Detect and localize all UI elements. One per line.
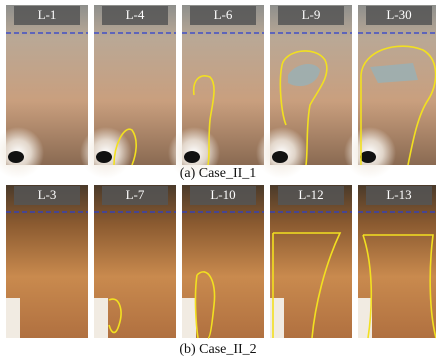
panel-label: L-12: [298, 187, 323, 202]
caption: (a) Case_II_1: [180, 166, 257, 181]
panel-label: L-3: [38, 187, 57, 202]
light-patch: [182, 298, 196, 338]
panel-label: L-7: [126, 187, 145, 202]
photo-panel: L-10: [182, 185, 264, 338]
photo-panel: L-12: [270, 185, 352, 338]
panel-label: L-10: [210, 187, 235, 202]
light-patch: [94, 298, 108, 338]
caption: (b) Case_II_2: [179, 342, 256, 357]
lamp: [96, 151, 112, 163]
photo-panel: L-9: [256, 5, 352, 179]
lamp: [360, 151, 376, 163]
photo-panel: L-4: [80, 5, 176, 179]
panel-label: L-13: [386, 187, 411, 202]
lamp: [184, 151, 200, 163]
panel-label: L-6: [214, 7, 233, 22]
panel-label: L-30: [386, 7, 411, 22]
panel-label: L-1: [38, 7, 57, 22]
lamp: [272, 151, 288, 163]
photo-panel: L-30: [344, 5, 436, 179]
lamp: [8, 151, 24, 163]
photo-panel: L-3: [6, 185, 88, 338]
photo-panel: L-6: [168, 5, 264, 179]
light-patch: [6, 298, 20, 338]
figure: L-1 L-4 L-6 L-9 L-30 (a) Case_II_1 L-3 L-7 L-10 L…: [0, 0, 436, 362]
photo-panel: L-7: [94, 185, 176, 338]
photo-panel: L-1: [0, 5, 88, 179]
panel-label: L-4: [126, 7, 145, 22]
panel-label: L-9: [302, 7, 321, 22]
photo-panel: L-13: [358, 185, 436, 338]
light-patch: [270, 298, 284, 338]
